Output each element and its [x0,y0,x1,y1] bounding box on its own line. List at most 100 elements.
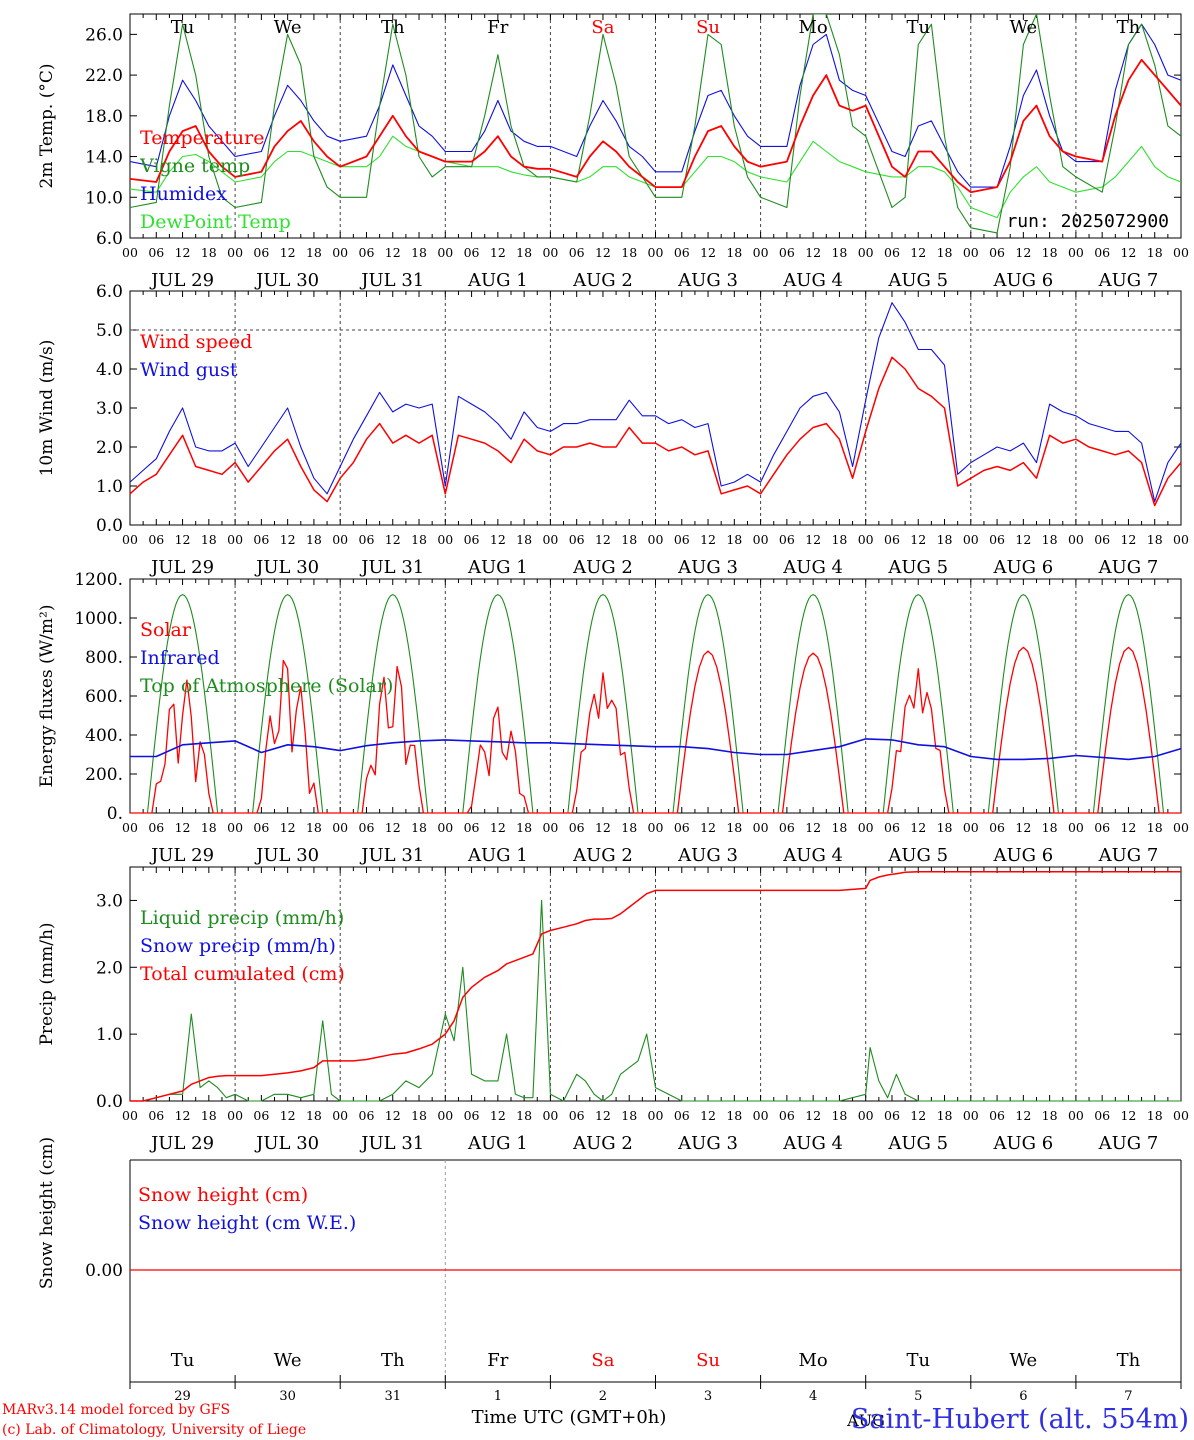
day-label: AUG 7 [1098,1133,1159,1154]
hour-tick-label: 12 [1015,245,1031,260]
y-tick-label: 1.0 [96,1025,123,1045]
hour-tick-label: 12 [1120,245,1136,260]
hour-tick-label: 06 [359,245,375,260]
hour-tick-label: 00 [1173,820,1189,835]
hour-tick-label: 06 [989,820,1005,835]
hour-tick-label: 12 [910,820,926,835]
hour-tick-label: 18 [831,1108,847,1123]
legend-entry: Solar [140,619,192,641]
hour-tick-label: 06 [1094,532,1110,547]
hour-tick-label: 06 [464,820,480,835]
hour-tick-label: 00 [1173,245,1189,260]
hour-tick-label: 00 [542,532,558,547]
hour-tick-label: 06 [569,245,585,260]
hour-tick-label: 18 [831,532,847,547]
legend-entry: Vigne temp [139,155,250,177]
hour-tick-label: 00 [1173,532,1189,547]
hour-tick-label: 18 [1042,1108,1058,1123]
y-tick-label: 14.0 [85,148,123,168]
weekday-label: Su [696,1350,720,1371]
hour-tick-label: 18 [621,1108,637,1123]
weekday-label: Su [696,17,720,38]
hour-tick-label: 12 [385,820,401,835]
hour-tick-label: 12 [385,245,401,260]
hour-tick-label: 18 [201,532,217,547]
hour-tick-label: 18 [516,532,532,547]
day-label: AUG 7 [1098,557,1159,578]
series-wind-gust [129,302,1182,503]
y-tick-label: 2.0 [96,438,123,458]
hour-tick-label: 18 [411,1108,427,1123]
series-total-cumulated [130,870,1181,1102]
day-label: JUL 29 [149,557,214,578]
y-tick-label: 600. [85,687,123,707]
hour-tick-label: 06 [148,532,164,547]
hour-tick-label: 06 [148,820,164,835]
hour-tick-label: 00 [332,245,348,260]
hour-tick-label: 12 [700,532,716,547]
series-wind-speed [129,356,1182,507]
day-label: JUL 29 [149,270,214,291]
day-number-label: 6 [1019,1389,1027,1404]
legend-entry: Wind gust [140,359,238,381]
hour-tick-label: 00 [542,1108,558,1123]
legend-entry: Snow precip (mm/h) [140,935,336,957]
legend-entry: Liquid precip (mm/h) [140,907,344,929]
hour-tick-label: 06 [779,1108,795,1123]
hour-tick-label: 00 [332,1108,348,1123]
footer-lab-credit: (c) Lab. of Climatology, University of L… [2,1422,306,1438]
legend-entry: DewPoint Temp [140,211,291,233]
day-number-label: 2 [599,1389,607,1404]
weekday-label: Fr [487,1350,508,1371]
day-label: AUG 2 [572,1133,633,1154]
weekday-label: Th [1117,1350,1141,1371]
hour-tick-label: 00 [963,532,979,547]
day-label: AUG 6 [992,845,1053,866]
weekday-label: Fr [487,17,508,38]
hour-tick-label: 18 [516,820,532,835]
day-label: AUG 6 [992,1133,1053,1154]
hour-tick-label: 00 [858,245,874,260]
day-number-label: 3 [704,1389,712,1404]
hour-tick-label: 00 [227,820,243,835]
hour-tick-label: 18 [1042,532,1058,547]
hour-tick-label: 06 [253,820,269,835]
y-axis-label: Energy fluxes (W/m²) [37,605,57,788]
hour-tick-label: 00 [122,245,138,260]
hour-tick-label: 00 [1068,820,1084,835]
hour-tick-label: 06 [148,1108,164,1123]
hour-tick-label: 00 [227,245,243,260]
station-name: Saint-Hubert (alt. 554m) [851,1404,1189,1435]
series-solar [130,646,1181,814]
y-axis-label: Precip (mm/h) [37,922,57,1045]
y-tick-label: 3.0 [96,891,123,911]
hour-tick-label: 12 [1120,532,1136,547]
hour-tick-label: 06 [569,820,585,835]
hour-tick-label: 12 [910,1108,926,1123]
weekday-label: Tu [906,17,930,38]
weekday-label: We [1010,17,1038,38]
hour-tick-label: 12 [910,245,926,260]
hour-tick-label: 06 [779,245,795,260]
hour-tick-label: 12 [595,245,611,260]
hour-tick-label: 18 [516,1108,532,1123]
day-label: AUG 4 [782,270,843,291]
y-axis-label: 2m Temp. (°C) [37,63,57,188]
hour-tick-label: 06 [1094,820,1110,835]
hour-tick-label: 00 [542,245,558,260]
y-tick-label: 22.0 [85,66,123,86]
x-axis-title: Time UTC (GMT+0h) [472,1407,667,1428]
hour-tick-label: 00 [963,1108,979,1123]
day-label: AUG 1 [467,557,528,578]
hour-tick-label: 00 [332,820,348,835]
hour-tick-label: 12 [280,245,296,260]
y-tick-label: 4.0 [96,360,123,380]
footer-model-credit: MARv3.14 model forced by GFS [2,1402,230,1418]
weekday-label: Tu [171,1350,195,1371]
day-label: JUL 31 [359,557,424,578]
hour-tick-label: 06 [779,820,795,835]
hour-tick-label: 00 [332,532,348,547]
hour-tick-label: 12 [280,820,296,835]
hour-tick-label: 00 [122,820,138,835]
hour-tick-label: 12 [1015,532,1031,547]
